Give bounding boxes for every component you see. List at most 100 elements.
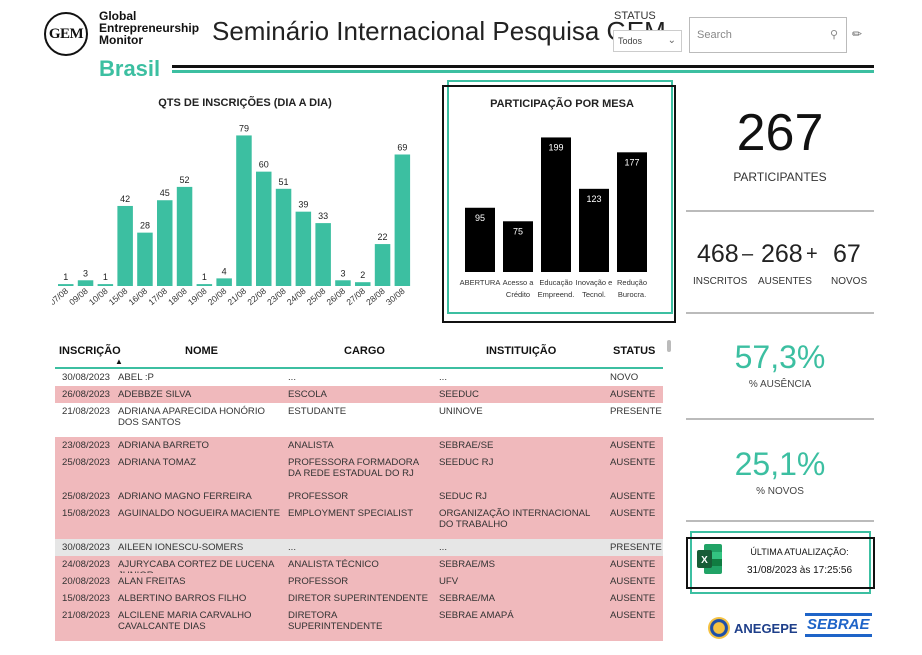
cell-cargo: ANALISTA <box>288 440 334 451</box>
gem-logo: GEM <box>44 12 88 56</box>
cell-cargo: ANALISTA TÉCNICO <box>288 559 379 570</box>
cell-status: AUSENTE <box>610 610 656 621</box>
inscritos-label: INSCRITOS <box>693 276 748 287</box>
x-tick-label: ABERTURA <box>460 278 501 287</box>
x-tick-label: 23/08 <box>265 286 288 308</box>
kpi-ausencia: 57,3% % AUSÊNCIA <box>687 337 873 390</box>
ausentes-value: 268 <box>761 240 803 268</box>
logo-line-3: Monitor <box>99 33 143 47</box>
table-row[interactable]: 30/08/2023 AILEEN IONESCU-SOMERS...... PRE… <box>55 539 663 556</box>
search-input[interactable]: Search ⚲ <box>689 17 847 53</box>
cell-inscricao: 30/08/2023 <box>62 542 111 553</box>
bar <box>295 211 312 286</box>
table-row[interactable]: 25/08/2023 ADRIANO MAGNO FERREIRA PROFESSO… <box>55 488 663 505</box>
bar <box>176 186 193 286</box>
data-label: 42 <box>120 194 130 204</box>
x-tick-label: 16/08 <box>127 286 150 308</box>
table-row[interactable]: 25/08/2023 ADRIANA TOMAZ PROFESSORA FORMAD… <box>55 454 663 488</box>
bar <box>275 188 292 286</box>
x-tick-label: Acesso a <box>503 278 535 287</box>
data-label: 51 <box>279 177 289 187</box>
bar <box>355 282 371 286</box>
cell-cargo: ESCOLA <box>288 389 327 400</box>
table-row[interactable]: 20/08/2023 ALAN FREITAS PROFESSOR UFV AUSENT… <box>55 573 663 590</box>
table-row[interactable]: 21/08/2023 ALCILENE MARIA CARVALHO CAVALC… <box>55 607 663 641</box>
table-row[interactable]: 30/08/2023 ABEL :P...... NOVO <box>55 369 663 386</box>
cell-cargo: DIRETORA SUPERINTENDENTE <box>288 610 383 632</box>
cell-nome: ALCILENE MARIA CARVALHO CAVALCANTE DIAS <box>118 610 252 632</box>
cell-status: AUSENTE <box>610 457 656 468</box>
cell-nome: ADRIANA TOMAZ <box>118 457 197 468</box>
col-instituicao[interactable]: INSTITUIÇÃO <box>486 345 557 357</box>
plus-sign: + <box>806 243 818 265</box>
bar <box>117 205 133 286</box>
bar <box>394 154 411 286</box>
x-tick-label: Inovação e <box>576 278 613 287</box>
data-label: 28 <box>140 221 150 231</box>
anegepe-logo: ANEGEPE <box>708 617 798 639</box>
data-label: 52 <box>180 175 190 185</box>
excel-icon[interactable]: X <box>697 543 723 575</box>
update-frame <box>686 537 875 589</box>
cell-inscricao: 26/08/2023 <box>62 389 111 400</box>
novos-value: 67 <box>833 240 861 268</box>
data-label: 4 <box>222 266 227 276</box>
status-filter-select[interactable]: Todos ⌄ <box>613 30 682 52</box>
bar <box>465 207 495 272</box>
table-row[interactable]: 15/08/2023 ALBERTINO BARROS FILHO DIRETOR … <box>55 590 663 607</box>
cell-nome: AILEEN IONESCU-SOMERS <box>118 542 244 553</box>
novos-label: NOVOS <box>831 276 868 287</box>
kpi-divider <box>686 418 874 420</box>
col-status[interactable]: STATUS <box>613 345 656 357</box>
x-tick-label: 24/08 <box>285 286 308 308</box>
cell-status: PRESENTE <box>610 542 662 553</box>
cell-nome: ADRIANA BARRETO <box>118 440 209 451</box>
participantes-value: 267 <box>736 104 824 162</box>
table-scrollbar[interactable] <box>667 340 671 352</box>
kpi-divider <box>686 312 874 314</box>
ausentes-label: AUSENTES <box>758 276 812 287</box>
cell-instituicao: ORGANIZAÇÃO INTERNACIONAL DO TRABALHO <box>439 508 591 530</box>
cell-cargo: PROFESSOR <box>288 576 349 587</box>
cell-cargo: DIRETOR SUPERINTENDENTE <box>288 593 429 604</box>
table-row[interactable]: 26/08/2023 ADEBBZE SILVA ESCOLA SEEDUC AUSEN… <box>55 386 663 403</box>
data-label: 33 <box>318 211 328 221</box>
logo-country: Brasil <box>99 56 161 81</box>
table-row[interactable]: 23/08/2023 ADRIANA BARRETO ANALISTA SEBRAE/… <box>55 437 663 454</box>
x-tick-label: 17/08 <box>146 286 169 308</box>
kpi-inscritos-calc: 468 – 268 + 67 INSCRITOS AUSENTES NOVOS <box>689 240 873 290</box>
col-cargo[interactable]: CARGO <box>344 345 385 357</box>
cell-nome: ADRIANA APARECIDA HONÓRIO DOS SANTOS <box>118 406 265 428</box>
minus-sign: – <box>742 243 754 265</box>
table-row[interactable]: 15/08/2023 AGUINALDO NOGUEIRA MACIENTE EMP… <box>55 505 663 539</box>
eraser-icon[interactable]: ✏ <box>852 27 863 41</box>
inscritos-value: 468 <box>697 240 739 268</box>
col-nome[interactable]: NOME <box>185 345 218 357</box>
cell-status: AUSENTE <box>610 593 656 604</box>
bar <box>541 137 571 272</box>
data-label: 123 <box>586 194 601 204</box>
gem-logo-mark: GEM <box>48 25 84 42</box>
cell-cargo: EMPLOYMENT SPECIALIST <box>288 508 414 519</box>
status-filter-value: Todos <box>618 36 643 46</box>
col-inscricao[interactable]: INSCRIÇÃO <box>59 345 121 357</box>
data-label: 1 <box>202 272 207 282</box>
bar <box>137 232 153 286</box>
cell-inscricao: 25/08/2023 <box>62 457 111 468</box>
bar <box>503 221 533 272</box>
update-label: ÚLTIMA ATUALIZAÇÃO: <box>750 547 849 557</box>
data-label: 69 <box>397 142 407 152</box>
data-label: 3 <box>83 268 88 278</box>
table-row[interactable]: 21/08/2023 ADRIANA APARECIDA HONÓRIO DOS … <box>55 403 663 437</box>
search-placeholder: Search <box>697 29 732 41</box>
cell-inscricao: 24/08/2023 <box>62 559 111 570</box>
cell-status: AUSENTE <box>610 491 656 502</box>
anegepe-sun-icon <box>708 617 730 639</box>
data-label: 2 <box>360 270 365 280</box>
inscricoes-table: INSCRIÇÃO NOME CARGO INSTITUIÇÃO STATUS … <box>55 340 663 641</box>
x-tick-label: Tecnol. <box>582 290 606 299</box>
chevron-down-icon: ⌄ <box>667 35 676 46</box>
cell-status: AUSENTE <box>610 440 656 451</box>
table-body: 30/08/2023 ABEL :P...... NOVO 26/08/2023 ADE… <box>55 369 663 641</box>
